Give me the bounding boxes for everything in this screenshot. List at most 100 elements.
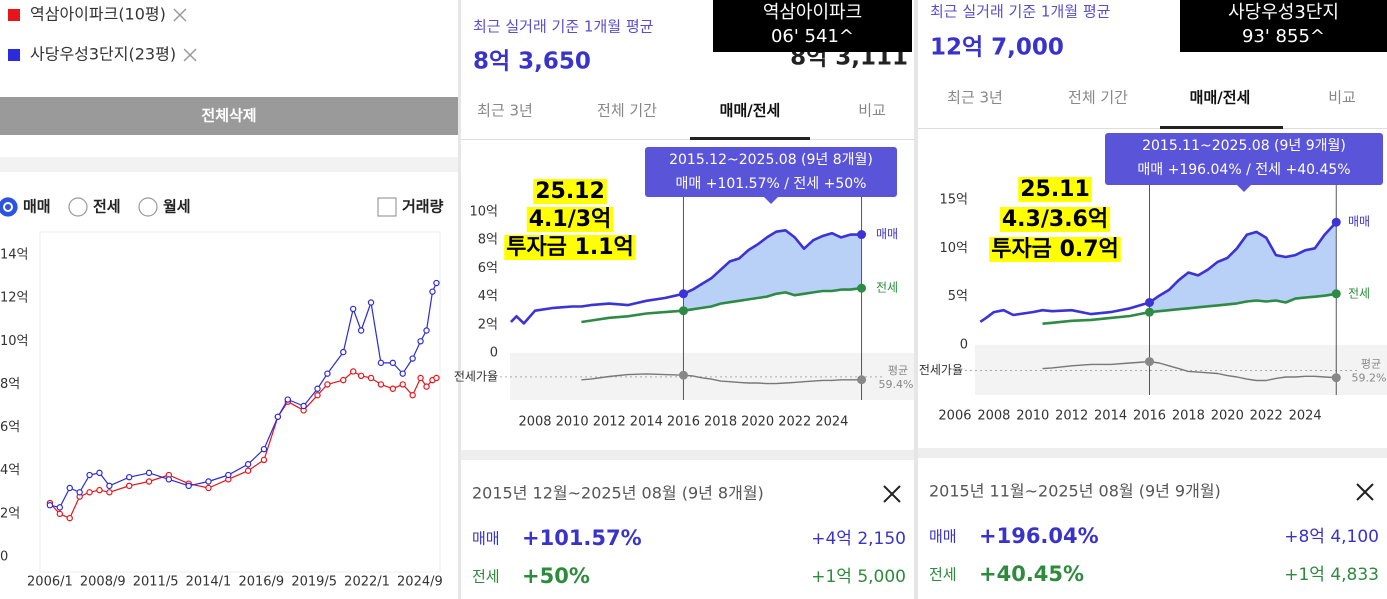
summary-change: +40.45% bbox=[979, 562, 1084, 586]
series-end-label: 전세 bbox=[1348, 286, 1370, 300]
series-marker bbox=[423, 327, 430, 334]
x-tick-label: 2022 bbox=[778, 415, 811, 430]
y-tick-label: 6억 bbox=[478, 261, 498, 276]
series-marker bbox=[314, 392, 321, 399]
tab[interactable]: 최근 3년 bbox=[477, 102, 533, 120]
x-tick-label: 2011/5 bbox=[133, 575, 179, 590]
series-marker bbox=[96, 486, 103, 494]
summary-period: 2015년 12월~2025년 08월 (9년 8개월) bbox=[472, 484, 764, 503]
series-marker bbox=[56, 510, 64, 518]
y-tick-label: 8억 bbox=[0, 377, 20, 392]
series-marker bbox=[349, 368, 357, 375]
series-marker bbox=[409, 392, 416, 399]
period-dot bbox=[1331, 289, 1341, 299]
tab[interactable]: 비교 bbox=[1328, 89, 1356, 107]
series-marker bbox=[433, 279, 440, 287]
summary-separator bbox=[461, 450, 914, 460]
y-tick-label: 10억 bbox=[0, 334, 29, 349]
series-marker bbox=[423, 383, 430, 390]
overlay-text: 사당우성3단지 bbox=[1228, 2, 1339, 23]
y-tick-label: 4억 bbox=[0, 463, 20, 478]
remove-icon[interactable] bbox=[173, 8, 187, 22]
tab[interactable]: 최근 3년 bbox=[947, 89, 1003, 107]
legend-label: 역삼아이파크(10평) bbox=[30, 5, 166, 24]
remove-icon[interactable] bbox=[183, 48, 197, 62]
ratio-average-label: 평균 bbox=[888, 364, 908, 377]
series-marker bbox=[66, 514, 73, 522]
checkbox[interactable] bbox=[377, 197, 397, 217]
tab[interactable]: 매매/전세 bbox=[720, 102, 781, 120]
y-tick-label: 15억 bbox=[939, 193, 968, 208]
tab[interactable]: 비교 bbox=[858, 102, 886, 120]
ratio-band bbox=[975, 345, 1387, 395]
summary-amount: +1억 4,833 bbox=[1284, 565, 1379, 585]
series-marker bbox=[244, 461, 252, 468]
legend-swatch bbox=[8, 9, 20, 21]
period-dot bbox=[678, 370, 688, 380]
legend-swatch bbox=[8, 49, 20, 61]
series-marker bbox=[96, 469, 103, 477]
y-tick-label: 0 bbox=[0, 550, 8, 565]
series-marker bbox=[399, 381, 406, 388]
summary-amount: +1억 5,000 bbox=[811, 567, 906, 587]
summary-amount: +4억 2,150 bbox=[811, 529, 906, 549]
series-marker bbox=[377, 359, 385, 367]
x-tick-label: 2018 bbox=[704, 415, 737, 430]
summary-period: 2015년 11월~2025년 08월 (9년 9개월) bbox=[929, 482, 1221, 501]
series-marker bbox=[357, 372, 365, 379]
x-tick-label: 2018 bbox=[1172, 409, 1205, 424]
series-marker bbox=[340, 348, 347, 356]
radio-button[interactable] bbox=[138, 197, 158, 217]
series-marker bbox=[340, 376, 347, 384]
x-tick-label: 2014 bbox=[630, 415, 663, 430]
radio-button[interactable] bbox=[68, 197, 88, 217]
series-marker bbox=[324, 370, 331, 377]
period-dot bbox=[857, 283, 867, 293]
series-line bbox=[509, 229, 862, 325]
x-tick-label: 2006/1 bbox=[27, 575, 73, 590]
series-marker bbox=[225, 471, 232, 479]
tab[interactable]: 전체 기간 bbox=[1068, 89, 1128, 107]
y-tick-label: 0 bbox=[960, 338, 968, 353]
series-marker bbox=[324, 381, 331, 388]
series-marker bbox=[417, 338, 424, 345]
radio-label: 월세 bbox=[163, 198, 191, 216]
overlay-text: 93' 855^ bbox=[1242, 26, 1325, 47]
panel-divider bbox=[458, 0, 461, 599]
tooltip-box bbox=[1105, 133, 1383, 185]
close-icon[interactable] bbox=[1356, 483, 1374, 501]
ratio-average-value: 59.2% bbox=[1352, 372, 1387, 385]
tab[interactable]: 전체 기간 bbox=[597, 102, 657, 120]
series-marker bbox=[409, 355, 416, 362]
x-tick-label: 2022/1 bbox=[344, 575, 390, 590]
radio-label: 전세 bbox=[93, 198, 121, 216]
y-tick-label: 5억 bbox=[948, 289, 968, 304]
active-tab-underline bbox=[690, 137, 810, 140]
series-marker bbox=[300, 402, 307, 410]
active-tab-underline bbox=[1160, 126, 1283, 129]
tab[interactable]: 매매/전세 bbox=[1190, 89, 1251, 107]
series-marker bbox=[367, 299, 375, 306]
ratio-label: 전세가율 bbox=[454, 369, 498, 383]
series-marker bbox=[66, 484, 73, 492]
series-marker bbox=[86, 489, 93, 496]
overlay-box bbox=[1180, 0, 1387, 52]
annotation-text: 투자금 1.1억 bbox=[506, 235, 634, 260]
series-marker bbox=[284, 396, 291, 403]
close-icon[interactable] bbox=[883, 485, 901, 503]
subtitle: 최근 실거래 기준 1개월 평균 bbox=[473, 18, 654, 36]
ratio-average-label: 평균 bbox=[1361, 358, 1381, 371]
x-tick-label: 2022 bbox=[1250, 409, 1283, 424]
ratio-line bbox=[581, 373, 862, 385]
y-tick-label: 6억 bbox=[0, 420, 20, 435]
series-marker bbox=[389, 385, 397, 392]
x-tick-label: 2008 bbox=[518, 415, 551, 430]
series-marker bbox=[399, 370, 406, 377]
delete-all-button[interactable] bbox=[0, 97, 458, 135]
checkbox-label: 거래량 bbox=[402, 198, 444, 216]
radio-label: 매매 bbox=[23, 198, 51, 216]
summary-change: +101.57% bbox=[522, 526, 642, 550]
annotation-bg bbox=[999, 207, 1111, 232]
x-tick-label: 2016 bbox=[1133, 409, 1166, 424]
